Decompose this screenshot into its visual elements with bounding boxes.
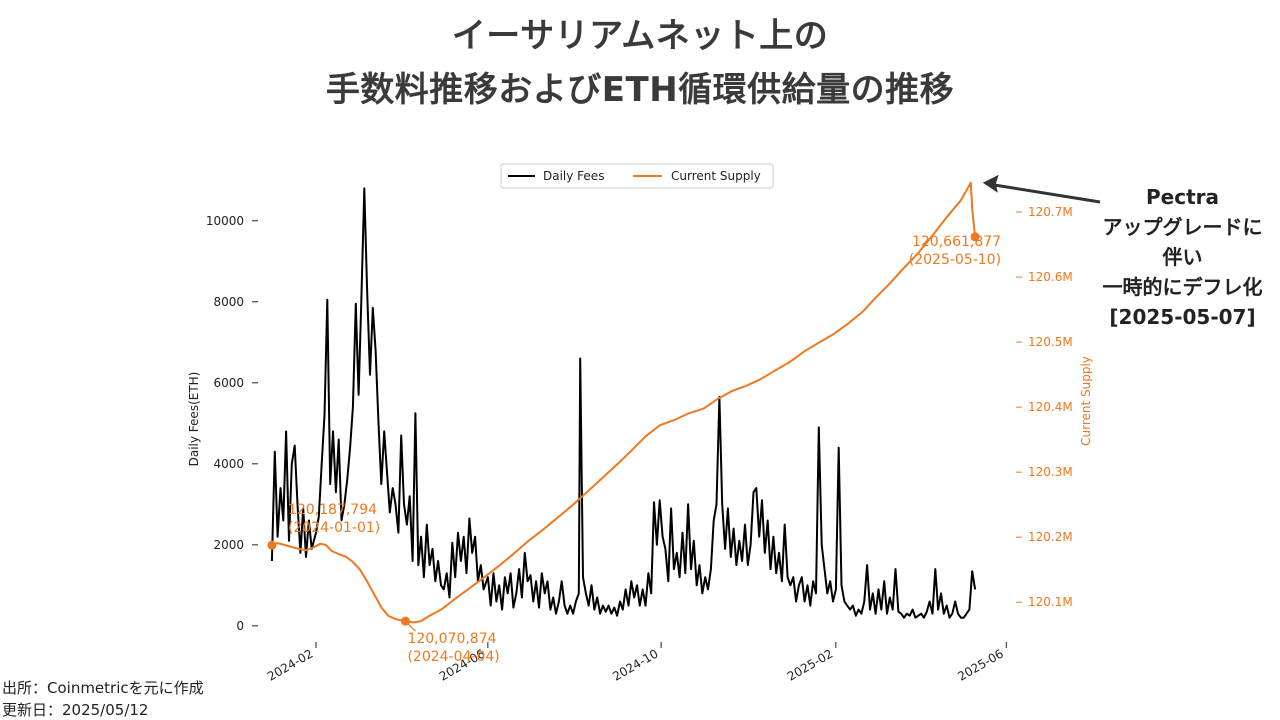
supply-annotation-date: (2024-01-01)	[288, 520, 380, 536]
supply-annotation-value: 120,187,794	[288, 502, 377, 518]
x-tick-label: 2025-02	[785, 646, 835, 683]
y-right-tick-label: 120.6M	[1028, 270, 1073, 284]
y-left-tick-label: 10000	[206, 214, 244, 228]
footer-updated: 更新日：2025/05/12	[2, 701, 149, 719]
y-left-tick-label: 8000	[213, 295, 244, 309]
supply-annotation-marker	[267, 540, 277, 550]
x-tick-label: 2024-02	[265, 646, 315, 683]
supply-annotation-marker	[970, 232, 980, 242]
supply-annotation-date: (2025-05-10)	[909, 252, 1001, 268]
chart-legend: Daily Fees Current Supply	[500, 163, 774, 189]
y-left-tick-label: 4000	[213, 457, 244, 471]
pectra-annotation-line: [2025-05-07]	[1109, 305, 1256, 329]
pectra-annotation-line: アップグレードに	[1102, 215, 1263, 239]
current-supply-line	[271, 181, 977, 624]
y-right-axis-label: Current Supply	[1079, 356, 1093, 446]
y-left-tick-label: 0	[236, 619, 244, 633]
pectra-annotation-line: Pectra	[1146, 185, 1219, 209]
legend-label-supply: Current Supply	[671, 169, 761, 183]
y-right-tick-label: 120.5M	[1028, 335, 1073, 349]
supply-annotation-arrow	[407, 622, 416, 632]
x-tick-label: 2024-10	[610, 646, 660, 683]
y-left-tick-label: 6000	[213, 376, 244, 390]
pectra-annotation-line: 一時的にデフレ化	[1102, 275, 1263, 299]
y-left-tick-label: 2000	[213, 538, 244, 552]
plot-area: 0 2000 4000 6000 8000 10000 Daily Fees(ETH) 120…	[187, 163, 1101, 684]
pectra-annotation: Pectra アップグレードに 伴い 一時的にデフレ化 [2025-05-07]	[1085, 182, 1280, 332]
supply-annotation-value: 120,661,877	[912, 234, 1001, 250]
legend-label-fees: Daily Fees	[543, 169, 604, 183]
y-left-axis-label: Daily Fees(ETH)	[187, 372, 201, 467]
footer-source: 出所：Coinmetricを元に作成	[2, 679, 204, 697]
chart-title-line1: イーサリアムネット上の	[451, 16, 829, 56]
x-tick-label: 2025-06	[955, 646, 1005, 683]
pectra-annotation-line: 伴い	[1162, 245, 1203, 269]
chart-title-line2: 手数料推移およびETH循環供給量の推移	[325, 70, 955, 110]
supply-annotation-value: 120,070,874	[407, 631, 496, 647]
y-right-tick-label: 120.4M	[1028, 400, 1073, 414]
y-right-tick-label: 120.1M	[1028, 595, 1073, 609]
pectra-callout-arrow-shaft	[992, 183, 1101, 204]
supply-annotation-date: (2024-04-04)	[407, 649, 499, 665]
pectra-callout-arrow-head	[982, 174, 999, 193]
daily-fees-line	[270, 187, 977, 619]
y-right-tick-label: 120.2M	[1028, 530, 1073, 544]
y-right-tick-label: 120.7M	[1028, 205, 1073, 219]
y-right-tick-label: 120.3M	[1028, 465, 1073, 479]
